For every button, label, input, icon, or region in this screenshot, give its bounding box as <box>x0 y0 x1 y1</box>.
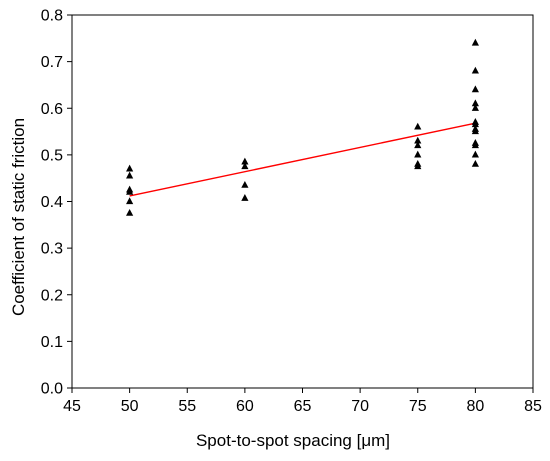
plot-border <box>71 14 534 389</box>
data-point <box>414 122 422 130</box>
plot-frame <box>71 14 534 389</box>
data-point <box>241 162 249 170</box>
data-point <box>471 160 479 167</box>
x-tick-label: 45 <box>63 398 81 415</box>
data-point <box>471 141 479 149</box>
y-tick-label: 0.0 <box>41 381 63 398</box>
y-tick-label: 0.6 <box>41 101 63 118</box>
x-tick-label: 70 <box>351 398 369 415</box>
x-tick-label: 65 <box>294 398 312 415</box>
x-tick-label: 55 <box>178 398 196 415</box>
data-point <box>414 136 422 144</box>
y-axis-ticks: 0.0 0.1 0.2 0.3 0.4 0.5 0.6 0.7 0.8 <box>41 8 72 398</box>
data-point <box>414 162 422 170</box>
data-marks <box>126 38 479 216</box>
x-tick-label: 80 <box>466 398 484 415</box>
x-axis-label: Spot-to-spot spacing [μm] <box>196 431 390 450</box>
x-tick-label: 85 <box>524 398 542 415</box>
data-point <box>471 38 479 46</box>
data-point <box>471 99 479 107</box>
data-point <box>126 164 134 172</box>
data-point <box>471 150 479 158</box>
y-axis-label: Coefficient of static friction <box>9 118 28 316</box>
data-point <box>126 197 134 205</box>
data-point <box>414 150 422 158</box>
y-tick-label: 0.7 <box>41 54 63 71</box>
x-tick-label: 75 <box>409 398 427 415</box>
y-tick-label: 0.2 <box>41 287 63 304</box>
data-point <box>471 104 479 111</box>
data-point <box>471 66 479 74</box>
y-tick-label: 0.5 <box>41 147 63 164</box>
data-point <box>126 187 134 195</box>
data-point <box>126 208 134 216</box>
y-tick-label: 0.1 <box>41 334 63 351</box>
data-point <box>241 194 249 201</box>
data-point <box>471 127 479 135</box>
data-point <box>241 157 249 165</box>
fit-line <box>129 122 476 197</box>
y-tick-label: 0.8 <box>41 8 63 25</box>
x-axis-ticks: 45 50 55 60 65 70 75 80 85 <box>63 388 542 415</box>
data-point <box>241 180 249 188</box>
y-tick-label: 0.3 <box>41 241 63 258</box>
data-point <box>471 85 479 93</box>
data-point <box>414 141 422 149</box>
data-point <box>126 171 134 179</box>
y-tick-label: 0.4 <box>41 194 63 211</box>
x-tick-label: 60 <box>236 398 254 415</box>
data-point <box>471 120 479 128</box>
x-tick-label: 50 <box>121 398 139 415</box>
